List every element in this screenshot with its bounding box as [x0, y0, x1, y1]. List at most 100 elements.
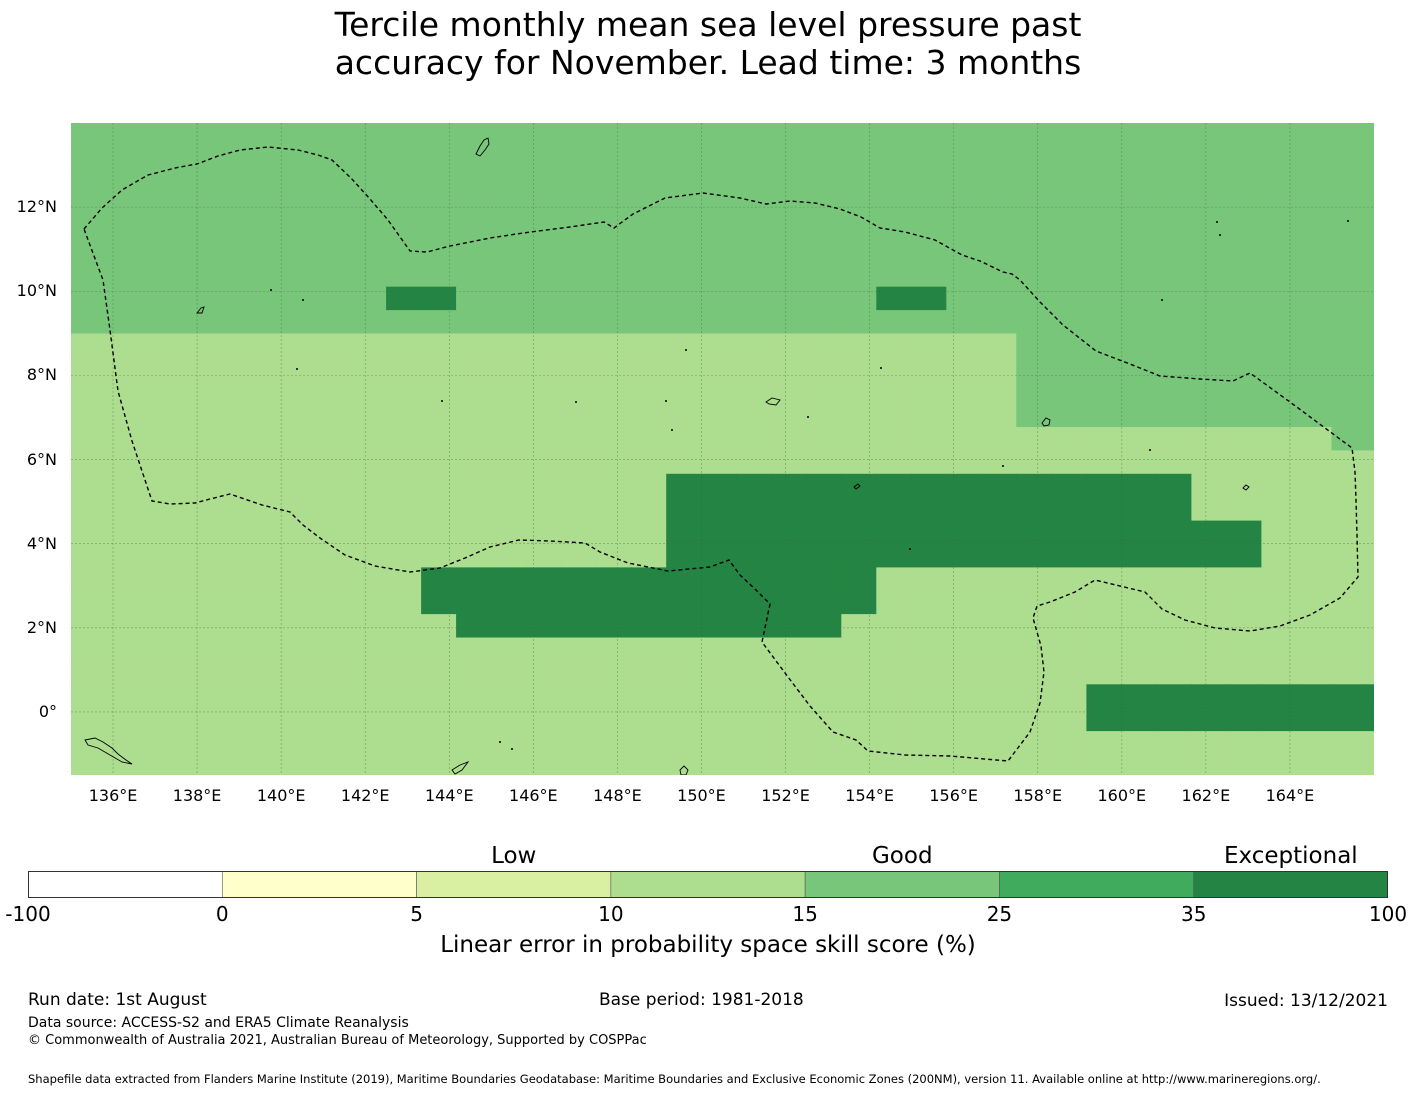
skill-cell: [946, 310, 982, 335]
skill-cell: [911, 590, 947, 615]
skill-cell: [316, 707, 352, 732]
skill-cell: [1191, 310, 1227, 335]
skill-cell: [876, 684, 912, 709]
skill-cell: [1156, 707, 1192, 732]
skill-cell: [1121, 239, 1157, 264]
skill-cell: [1016, 497, 1052, 522]
skill-cell: [211, 754, 247, 775]
skill-cell: [876, 356, 912, 381]
skill-cell: [491, 497, 527, 522]
skill-cell: [631, 754, 667, 775]
skill-cell: [911, 193, 947, 218]
skill-cell: [211, 520, 247, 545]
longitude-label: 142°E: [340, 786, 390, 805]
skill-cell: [841, 193, 877, 218]
skill-cell: [666, 356, 702, 381]
skill-cell: [561, 754, 597, 775]
skill-cell: [106, 520, 142, 545]
skill-cell: [631, 403, 667, 428]
chart-title: Tercile monthly mean sea level pressure …: [0, 6, 1416, 82]
skill-cell: [316, 497, 352, 522]
skill-cell: [141, 660, 177, 685]
skill-cell: [491, 380, 527, 405]
skill-cell: [561, 497, 597, 522]
skill-cell: [421, 660, 457, 685]
island-outline: [451, 761, 470, 775]
skill-cell: [1156, 169, 1192, 194]
skill-cell: [736, 544, 772, 568]
skill-cell: [421, 427, 457, 451]
skill-cell: [1261, 684, 1297, 709]
skill-cell: [946, 333, 982, 358]
skill-cell: [771, 520, 807, 545]
skill-cell: [491, 216, 527, 241]
skill-cell: [596, 169, 632, 194]
skill-cell: [176, 473, 212, 498]
skill-cell: [631, 544, 667, 568]
skill-cell: [806, 567, 842, 592]
skill-cell: [876, 146, 912, 171]
skill-cell: [1366, 707, 1374, 732]
skill-cell: [421, 520, 457, 545]
skill-cell: [946, 684, 982, 709]
skill-cell: [631, 567, 667, 592]
skill-cell: [351, 590, 387, 615]
skill-cell: [561, 520, 597, 545]
skill-cell: [1051, 427, 1087, 451]
skill-cell: [491, 590, 527, 615]
skill-cell: [1121, 216, 1157, 241]
skill-cell: [351, 356, 387, 381]
skill-cell: [211, 169, 247, 194]
skill-cell: [981, 380, 1017, 405]
colorbar-bin: [28, 871, 223, 898]
skill-cell: [806, 403, 842, 428]
skill-cell: [1016, 637, 1052, 662]
skill-cell: [491, 707, 527, 732]
skill-cell: [106, 380, 142, 405]
skill-cell: [561, 123, 597, 147]
skill-cell: [736, 731, 772, 756]
skill-cell: [1366, 146, 1374, 171]
skill-cell: [841, 707, 877, 732]
skill-cell: [1296, 333, 1333, 358]
skill-cell: [1366, 731, 1374, 756]
skill-cell: [736, 169, 772, 194]
skill-cell: [456, 614, 492, 639]
skill-cell: [841, 660, 877, 685]
skill-cell: [1086, 567, 1122, 592]
skill-cell: [771, 123, 807, 147]
skill-cell: [561, 614, 597, 639]
skill-cell: [281, 590, 317, 615]
skill-cell: [701, 263, 737, 288]
skill-cell: [1121, 754, 1157, 775]
skill-cell: [1366, 216, 1374, 241]
skill-cell: [456, 450, 492, 475]
skill-cell: [736, 754, 772, 775]
skill-cell: [1121, 193, 1157, 218]
skill-cell: [1296, 193, 1333, 218]
skill-cell: [386, 731, 422, 756]
skill-cell: [1086, 356, 1122, 381]
skill-cell: [596, 590, 632, 615]
skill-cell: [946, 544, 982, 568]
skill-cell: [1226, 614, 1262, 639]
skill-cell: [1366, 169, 1374, 194]
skill-cell: [1191, 660, 1227, 685]
skill-cell: [526, 146, 562, 171]
skill-cell: [421, 286, 457, 311]
skill-cell: [316, 286, 352, 311]
skill-cell: [806, 731, 842, 756]
skill-cell: [386, 754, 422, 775]
skill-cell: [981, 356, 1017, 381]
copyright: © Commonwealth of Australia 2021, Austra…: [28, 1033, 647, 1048]
skill-cell: [701, 310, 737, 335]
skill-cell: [71, 473, 107, 498]
skill-cell: [1366, 356, 1374, 381]
skill-cell: [771, 380, 807, 405]
skill-cell: [1261, 239, 1297, 264]
island-outline: [765, 397, 781, 406]
skill-cell: [876, 707, 912, 732]
skill-cell: [736, 310, 772, 335]
atoll-dot: [296, 368, 298, 370]
skill-cell: [491, 310, 527, 335]
